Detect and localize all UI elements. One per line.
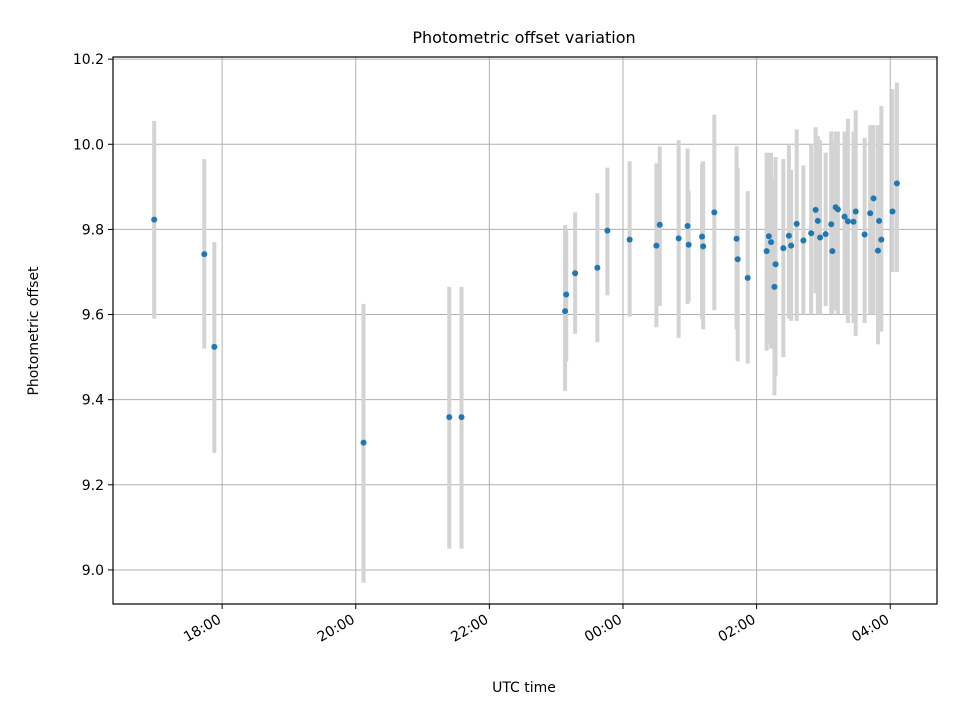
data-point [867,210,874,217]
y-axis-label: Photometric offset [26,266,42,396]
y-tick-label: 9.4 [82,393,104,409]
data-point [744,274,751,281]
data-point [733,235,740,242]
chart-title: Photometric offset variation [412,28,635,47]
grid [113,57,937,604]
data-point [711,209,718,216]
data-point [201,251,208,258]
data-point [841,213,848,220]
y-tick-label: 9.8 [82,222,104,238]
data-point [765,233,772,240]
data-point [684,222,691,229]
data-point [360,439,367,446]
y-tick-label: 9.6 [82,308,104,324]
data-point [675,235,682,242]
data-point [562,308,569,315]
plot-frame [112,56,938,605]
data-point [876,217,883,224]
data-point [734,256,741,263]
data-point [814,217,821,224]
data-point [852,208,859,215]
y-tick-label: 9.0 [82,563,104,579]
data-point [844,218,851,225]
data-point [812,206,819,213]
data-point [785,232,792,239]
data-point [828,221,835,228]
data-point [211,343,218,350]
data-point [458,414,465,421]
data-point [626,236,633,243]
data-point [822,231,829,238]
data-point [763,248,770,255]
data-point [563,291,570,298]
x-axis-label: UTC time [492,680,556,696]
data-point [874,247,881,254]
data-point [878,236,885,243]
data-point [893,180,900,187]
data-point [834,206,841,213]
data-point [817,234,824,241]
data-point [861,231,868,238]
data-point [889,208,896,215]
data-point [780,245,787,252]
data-point [594,264,601,271]
data-point [656,221,663,228]
y-tick-label: 9.2 [82,478,104,494]
data-point [793,220,800,227]
data-point [700,243,707,250]
y-axis-ticks: 9.0 9.2 9.4 9.6 9.8 10.0 10.2 [73,52,113,579]
data-point [768,239,775,246]
data-points [151,180,900,446]
data-point [800,237,807,244]
y-tick-label: 10.0 [73,137,104,153]
data-point [788,242,795,249]
data-point [829,248,836,255]
data-point [653,242,660,249]
data-point [870,195,877,202]
data-point [685,241,692,248]
data-point [604,227,611,234]
data-point [808,230,815,237]
data-point [771,283,778,290]
data-point [772,261,779,268]
data-point [446,414,453,421]
data-point [850,218,857,225]
data-point [699,233,706,240]
data-point [572,270,579,277]
data-point [151,216,158,223]
y-tick-label: 10.2 [73,52,104,68]
